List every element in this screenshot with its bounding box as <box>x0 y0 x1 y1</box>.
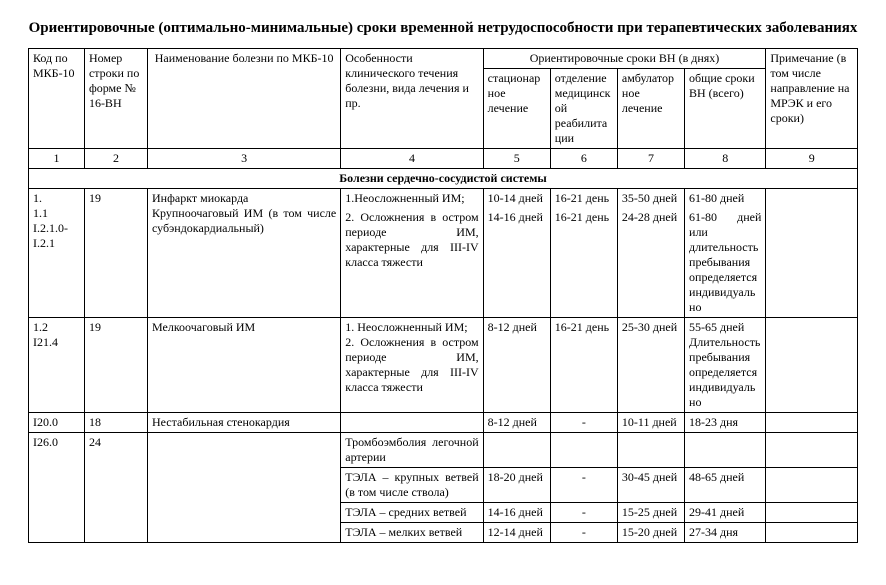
cell-c6: - <box>550 468 617 503</box>
cell-c9 <box>766 189 858 318</box>
cell-c7: 15-20 дней <box>617 523 684 543</box>
cell-c6 <box>550 433 617 468</box>
cell-name: Мелкоочаговый ИМ <box>148 318 341 413</box>
cell-code: I26.0 <box>29 433 85 543</box>
cell-feature: ТЭЛА – мелких ветвей <box>341 523 483 543</box>
cell-c9 <box>766 468 858 503</box>
th-col9: Примечание (в том числе направление на М… <box>766 49 858 149</box>
colnum-8: 8 <box>685 149 766 169</box>
value: 16-21 день <box>555 210 613 225</box>
value: 35-50 дней <box>622 191 680 206</box>
cell-feature <box>341 413 483 433</box>
th-col6: отделение медицинской реабилитации <box>550 69 617 149</box>
cell-name <box>148 433 341 543</box>
colnum-2: 2 <box>84 149 147 169</box>
cell-c6: - <box>550 413 617 433</box>
th-col7: амбулаторное лечение <box>617 69 684 149</box>
cell-c8: 29-41 дней <box>685 503 766 523</box>
main-table: Код по МКБ-10 Номер строки по форме № 16… <box>28 48 858 543</box>
cell-c5: 8-12 дней <box>483 318 550 413</box>
cell-name: Инфаркт миокарда Крупноочаговый ИМ (в то… <box>148 189 341 318</box>
cell-c6: 16-21 день <box>550 318 617 413</box>
colnum-7: 7 <box>617 149 684 169</box>
value: 24-28 дней <box>622 210 680 225</box>
cell-c9 <box>766 503 858 523</box>
cell-c5: 10-14 дней 14-16 дней <box>483 189 550 318</box>
cell-line-no: 19 <box>84 318 147 413</box>
cell-c5: 18-20 дней <box>483 468 550 503</box>
colnum-5: 5 <box>483 149 550 169</box>
feature-line: 1.Неосложненный ИМ; <box>345 191 478 206</box>
cell-c7: 15-25 дней <box>617 503 684 523</box>
colnum-6: 6 <box>550 149 617 169</box>
cell-name: Нестабильная стенокардия <box>148 413 341 433</box>
table-row: 1.2 I21.4 19 Мелкоочаговый ИМ 1. Неослож… <box>29 318 858 413</box>
cell-c9 <box>766 413 858 433</box>
section-title: Болезни сердечно-сосудистой системы <box>29 169 858 189</box>
cell-feature: ТЭЛА – средних ветвей <box>341 503 483 523</box>
value: 14-16 дней <box>488 210 546 225</box>
cell-line-no: 19 <box>84 189 147 318</box>
cell-c7 <box>617 433 684 468</box>
section-row: Болезни сердечно-сосудистой системы <box>29 169 858 189</box>
cell-c8 <box>685 433 766 468</box>
value: 61-80 дней или длительность пребывания о… <box>689 210 761 315</box>
cell-c7: 10-11 дней <box>617 413 684 433</box>
colnum-1: 1 <box>29 149 85 169</box>
th-col5-group: Ориентировочные сроки ВН (в днях) <box>483 49 766 69</box>
cell-c7: 30-45 дней <box>617 468 684 503</box>
cell-c8: 55-65 дней Длительность пребывания опред… <box>685 318 766 413</box>
cell-feature: ТЭЛА – крупных ветвей (в том числе ствол… <box>341 468 483 503</box>
page-title: Ориентировочные (оптимально-минимальные)… <box>28 18 858 38</box>
header-row-1: Код по МКБ-10 Номер строки по форме № 16… <box>29 49 858 69</box>
cell-c9 <box>766 433 858 468</box>
table-row: 1. 1.1 I.2.1.0-I.2.1 19 Инфаркт миокарда… <box>29 189 858 318</box>
cell-feature: 1.Неосложненный ИМ; 2. Осложнения в остр… <box>341 189 483 318</box>
cell-c9 <box>766 523 858 543</box>
cell-c5: 12-14 дней <box>483 523 550 543</box>
colnum-9: 9 <box>766 149 858 169</box>
cell-c5 <box>483 433 550 468</box>
value: 10-14 дней <box>488 191 546 206</box>
cell-c9 <box>766 318 858 413</box>
cell-c6: - <box>550 503 617 523</box>
cell-c8: 27-34 дня <box>685 523 766 543</box>
cell-feature: Тромбоэмболия легочной артерии <box>341 433 483 468</box>
th-col8: общие сроки ВН (всего) <box>685 69 766 149</box>
cell-line-no: 24 <box>84 433 147 543</box>
table-row: I26.0 24 Тромбоэмболия легочной артерии <box>29 433 858 468</box>
th-col1: Код по МКБ-10 <box>29 49 85 149</box>
cell-code: 1.2 I21.4 <box>29 318 85 413</box>
cell-c8: 61-80 дней 61-80 дней или длительность п… <box>685 189 766 318</box>
cell-line-no: 18 <box>84 413 147 433</box>
colnum-3: 3 <box>148 149 341 169</box>
cell-code: I20.0 <box>29 413 85 433</box>
cell-c7: 35-50 дней 24-28 дней <box>617 189 684 318</box>
cell-c5: 8-12 дней <box>483 413 550 433</box>
th-col3: Наименование болезни по МКБ-10 <box>148 49 341 149</box>
cell-code: 1. 1.1 I.2.1.0-I.2.1 <box>29 189 85 318</box>
cell-c6: 16-21 день 16-21 день <box>550 189 617 318</box>
th-col2: Номер строки по форме № 16-ВН <box>84 49 147 149</box>
th-col5: стационарное лечение <box>483 69 550 149</box>
th-col4: Особенности клинического течения болезни… <box>341 49 483 149</box>
value: 16-21 день <box>555 191 613 206</box>
table-row: I20.0 18 Нестабильная стенокардия 8-12 д… <box>29 413 858 433</box>
cell-c5: 14-16 дней <box>483 503 550 523</box>
column-number-row: 1 2 3 4 5 6 7 8 9 <box>29 149 858 169</box>
cell-c8: 18-23 дня <box>685 413 766 433</box>
cell-feature: 1. Неосложненный ИМ; 2. Осложнения в ост… <box>341 318 483 413</box>
cell-c7: 25-30 дней <box>617 318 684 413</box>
cell-c6: - <box>550 523 617 543</box>
feature-line: 2. Осложнения в остром периоде ИМ, харак… <box>345 210 478 270</box>
value: 61-80 дней <box>689 191 761 206</box>
colnum-4: 4 <box>341 149 483 169</box>
cell-c8: 48-65 дней <box>685 468 766 503</box>
